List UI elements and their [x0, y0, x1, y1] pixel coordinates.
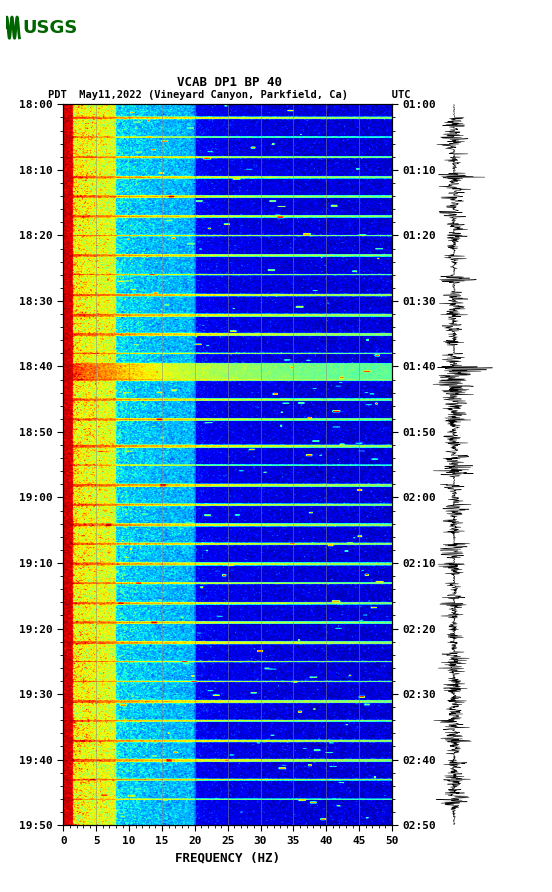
Text: VCAB DP1 BP 40: VCAB DP1 BP 40: [177, 76, 282, 89]
Text: USGS: USGS: [23, 19, 78, 37]
Text: PDT  May11,2022 (Vineyard Canyon, Parkfield, Ca)       UTC: PDT May11,2022 (Vineyard Canyon, Parkfie…: [48, 90, 410, 100]
X-axis label: FREQUENCY (HZ): FREQUENCY (HZ): [175, 851, 280, 864]
